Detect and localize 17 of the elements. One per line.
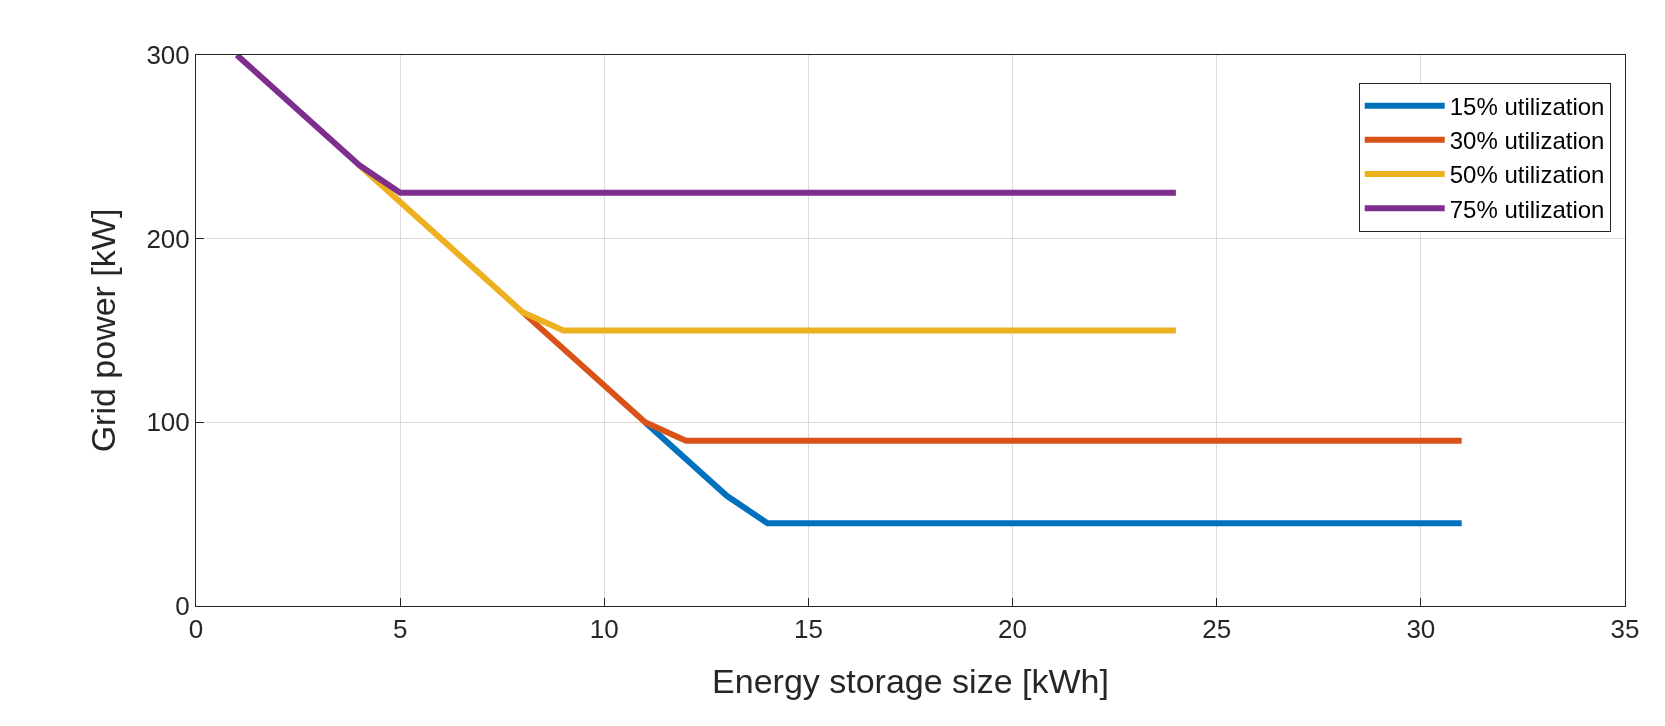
y-tick-label: 100: [146, 407, 190, 438]
legend-label: 15% utilization: [1449, 93, 1605, 121]
x-tick-label: 10: [589, 614, 619, 645]
legend-label: 75% utilization: [1449, 195, 1605, 223]
x-tick-label: 25: [1202, 614, 1232, 645]
legend-label: 30% utilization: [1449, 127, 1605, 155]
x-tick-label: 30: [1406, 614, 1436, 645]
x-tick-label: 20: [998, 614, 1028, 645]
x-tick-label: 15: [793, 614, 823, 645]
y-tick-label: 200: [146, 223, 190, 254]
y-axis-title: Grid power [kW]: [84, 208, 123, 453]
x-axis-title: Energy storage size [kWh]: [712, 661, 1109, 700]
x-tick-label: 35: [1610, 614, 1640, 645]
y-tick-label: 0: [175, 591, 190, 622]
x-tick-label: 5: [392, 614, 408, 645]
y-tick-label: 300: [146, 40, 190, 71]
legend-label: 50% utilization: [1449, 161, 1605, 189]
